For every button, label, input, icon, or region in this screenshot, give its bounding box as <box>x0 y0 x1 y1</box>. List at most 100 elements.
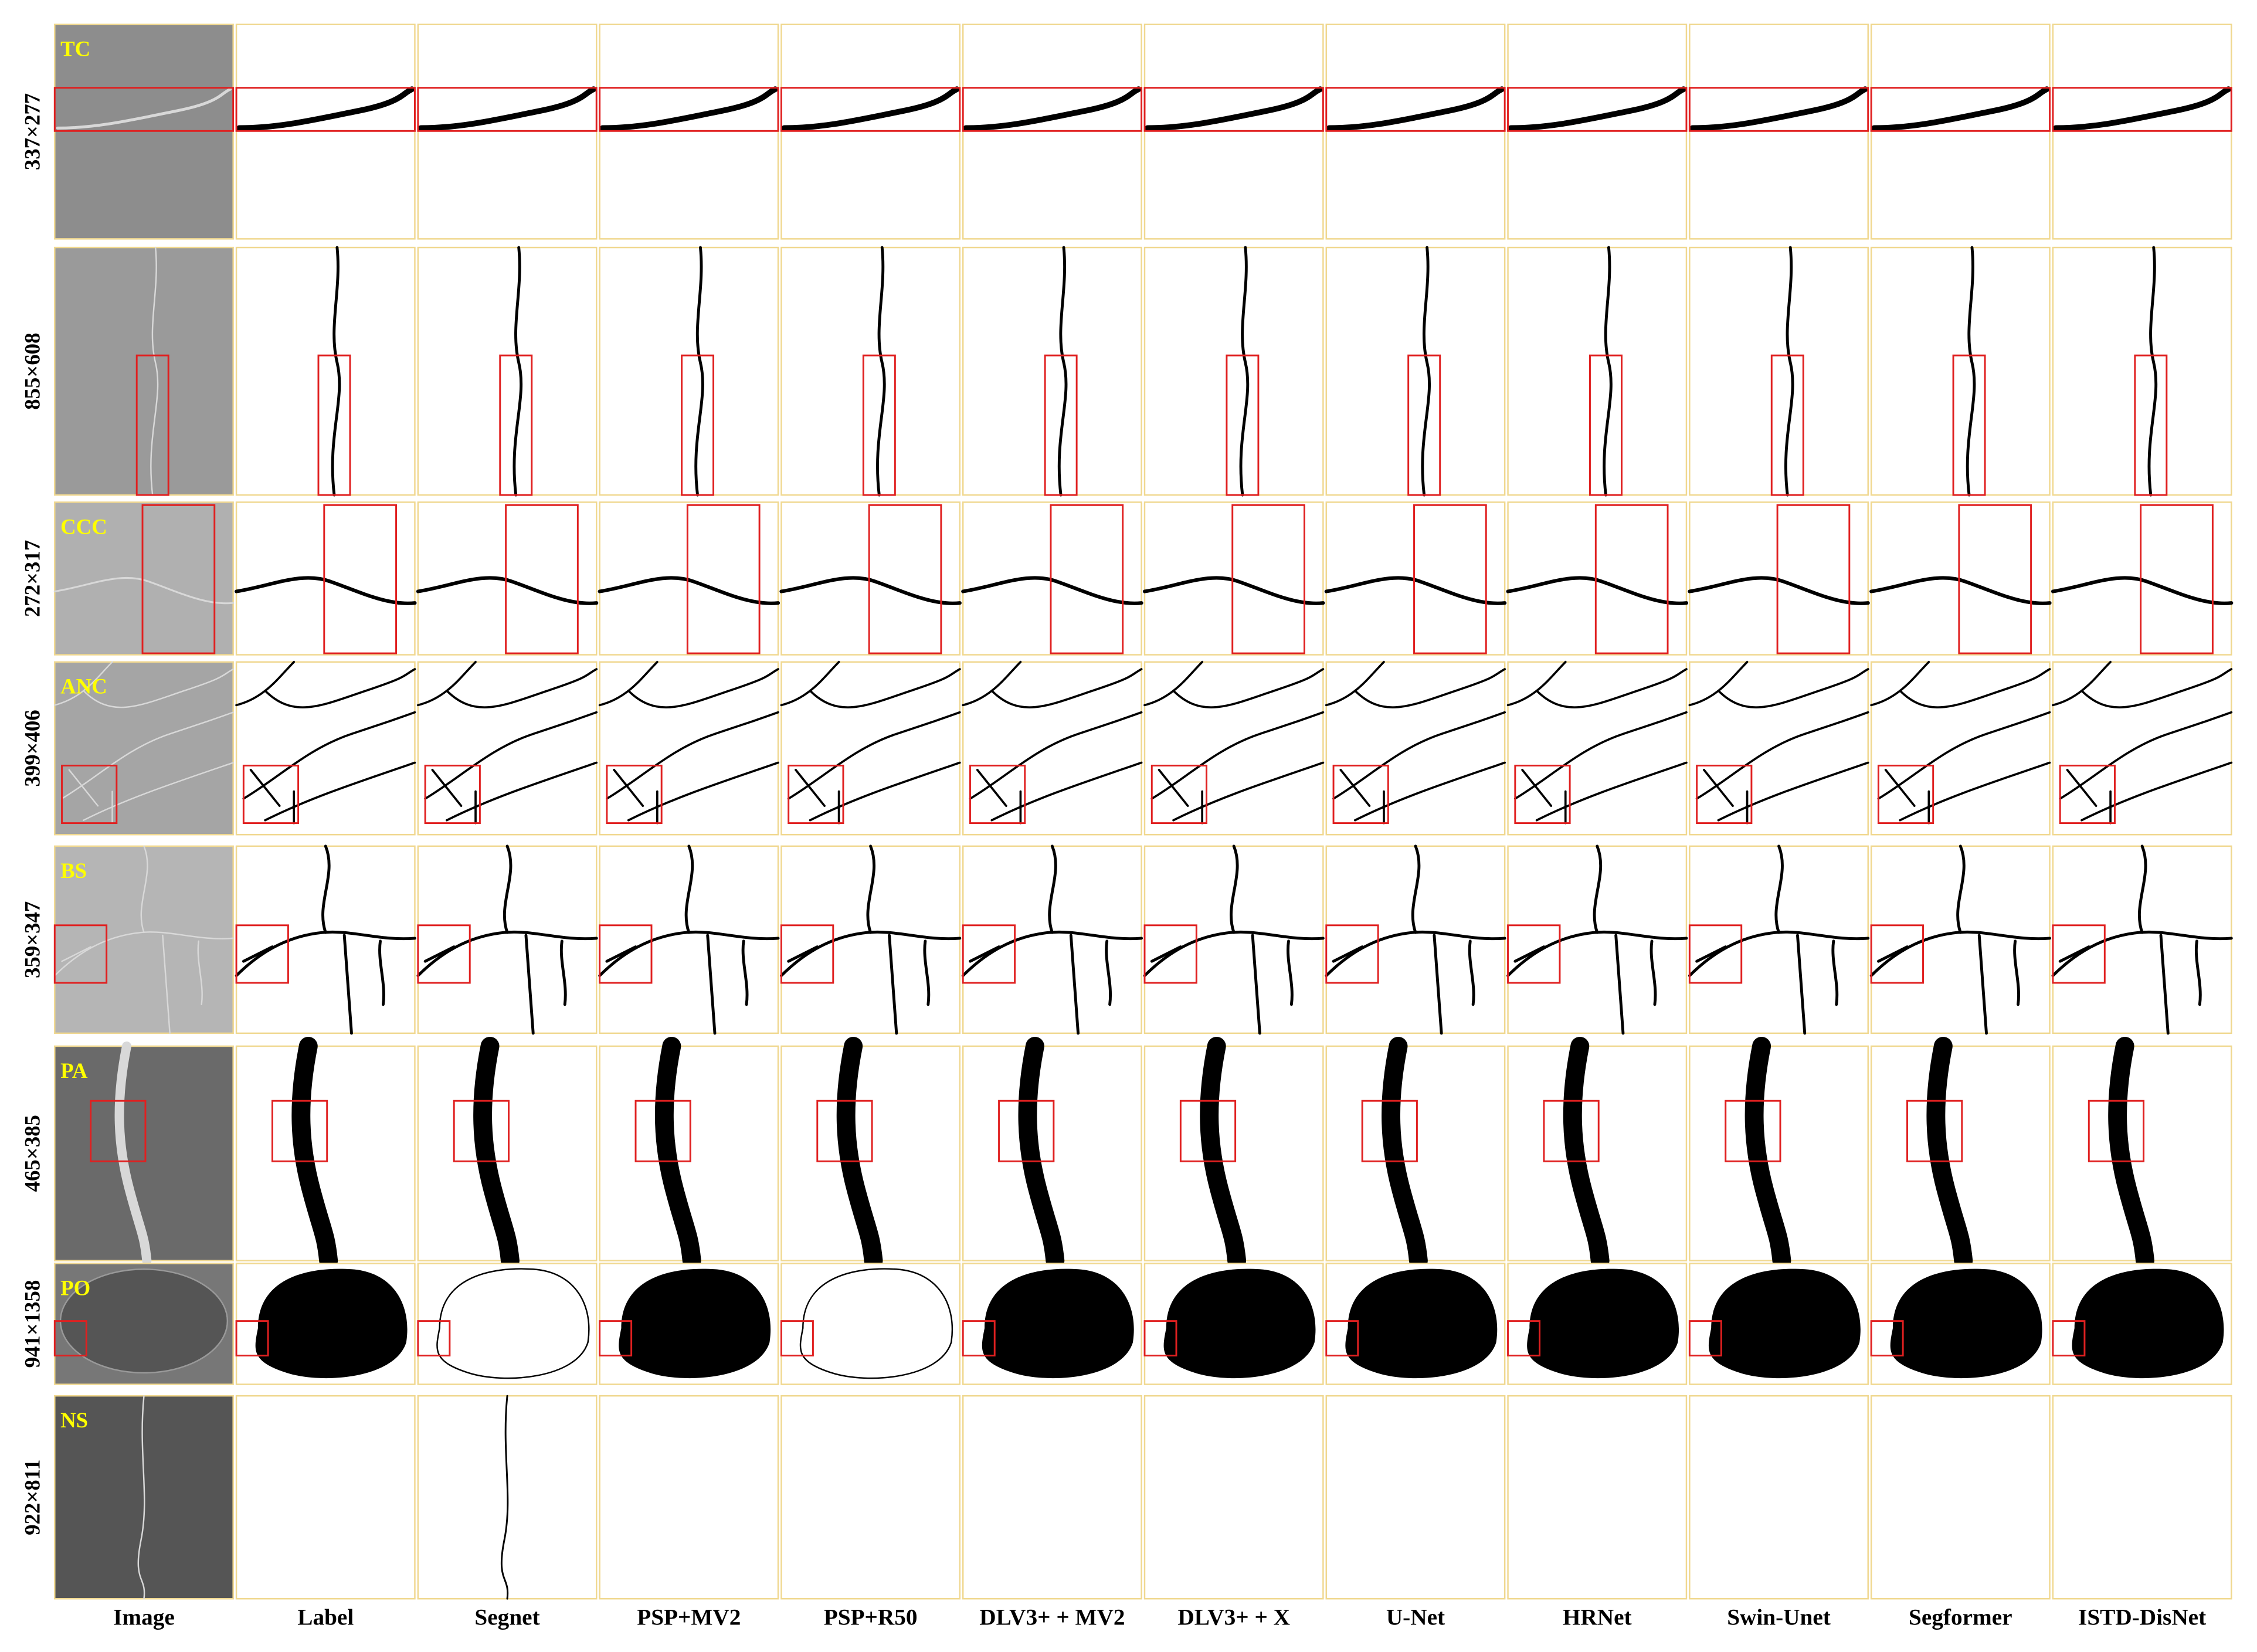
cell <box>1870 23 2051 240</box>
crack <box>264 668 416 708</box>
crack <box>1871 86 2050 131</box>
crack <box>1614 934 1625 1035</box>
row-size-label: 941×1358 <box>20 1280 44 1368</box>
crack <box>1421 246 1431 497</box>
crack <box>342 934 353 1035</box>
cell <box>599 246 779 497</box>
result-image <box>235 661 416 836</box>
input-image <box>54 501 234 656</box>
cell <box>598 660 779 836</box>
result-image <box>780 246 961 496</box>
pothole-mask <box>1163 1268 1316 1379</box>
result-image <box>780 1263 961 1385</box>
result-image <box>1870 845 2051 1034</box>
result-image <box>599 661 779 836</box>
cell: PA <box>54 1041 234 1266</box>
cell <box>1324 501 1507 656</box>
crack <box>1977 934 1988 1035</box>
highlight-box <box>1770 354 1804 496</box>
highlight-box <box>780 87 961 132</box>
crack <box>598 660 659 707</box>
cell <box>1507 1395 1688 1600</box>
cell: BS <box>53 845 234 1034</box>
highlight-box <box>1507 924 1561 984</box>
crack <box>1869 930 2051 978</box>
cell <box>780 660 961 836</box>
crack <box>249 768 281 807</box>
result-image <box>1507 845 1688 1034</box>
crack <box>162 934 171 1034</box>
column-label: Image <box>113 1604 175 1630</box>
crack <box>2052 660 2112 707</box>
row-class-label: ANC <box>60 674 107 698</box>
crack <box>888 934 898 1035</box>
highlight-box <box>1870 87 2051 132</box>
crack <box>242 945 274 963</box>
crack <box>627 761 779 822</box>
row-size-label: 465×385 <box>20 1115 44 1192</box>
highlight-box <box>1514 764 1571 825</box>
highlight-box <box>2088 1100 2145 1162</box>
highlight-box <box>235 87 416 132</box>
crack <box>1717 668 1869 708</box>
crack <box>321 844 331 934</box>
crack <box>2194 939 2202 1006</box>
crack <box>627 668 779 708</box>
crack <box>503 844 513 934</box>
crack <box>2066 768 2098 807</box>
highlight-box <box>780 924 834 984</box>
cell <box>1507 1036 1688 1270</box>
crack <box>53 576 235 605</box>
cell <box>235 23 416 240</box>
highlight-box <box>53 1320 87 1356</box>
crack <box>969 945 1001 963</box>
crack <box>866 844 875 934</box>
result-image <box>962 246 1142 496</box>
crack <box>1831 939 1839 1006</box>
highlight-box <box>417 1320 451 1356</box>
crack <box>1966 246 1976 497</box>
highlight-box <box>2140 504 2214 654</box>
highlight-box <box>1507 87 1688 132</box>
highlight-box <box>1325 924 1379 984</box>
crack <box>990 761 1143 822</box>
crack <box>291 1036 338 1270</box>
crack <box>1172 668 1325 708</box>
highlight-box <box>1776 504 1851 654</box>
crack <box>779 576 962 605</box>
highlight-box <box>606 764 663 825</box>
result-image <box>417 246 598 496</box>
crack <box>1956 844 1966 934</box>
crack <box>1057 246 1068 497</box>
crack <box>378 939 385 1006</box>
crack <box>1563 1036 1610 1270</box>
highlight-box <box>1958 504 2032 654</box>
crack <box>1339 768 1371 807</box>
cell <box>1870 1036 2051 1270</box>
cell <box>780 23 961 240</box>
column-label: DLV3+ + MV2 <box>979 1604 1125 1630</box>
crack <box>1513 945 1546 963</box>
crack <box>1703 768 1734 807</box>
highlight-box <box>242 764 300 825</box>
cell <box>235 246 416 497</box>
highlight-box <box>1332 764 1389 825</box>
crack <box>1468 939 1475 1006</box>
cell <box>416 501 599 656</box>
cell <box>1870 1395 2051 1600</box>
highlight-box <box>1150 764 1208 825</box>
highlight-box <box>2134 354 2168 496</box>
crack <box>417 660 477 707</box>
crack <box>56 87 232 130</box>
crack <box>787 945 819 963</box>
crack <box>1521 768 1553 807</box>
crack <box>423 945 456 963</box>
cell <box>2052 1263 2232 1385</box>
crack <box>1650 939 1657 1006</box>
highlight-box <box>962 87 1143 132</box>
crack <box>524 934 535 1035</box>
result-image <box>1325 845 1506 1034</box>
crack <box>1508 86 1686 131</box>
crack <box>1325 660 1385 707</box>
cell <box>598 844 780 1035</box>
